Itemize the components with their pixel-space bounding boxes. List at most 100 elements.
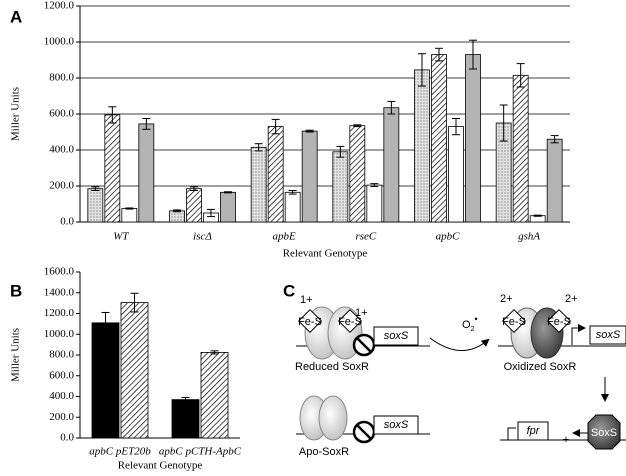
error-bar	[435, 47, 443, 62]
y-tick-label: 1000.0	[44, 328, 75, 340]
cluster-label: Fe-S	[547, 316, 571, 328]
gene-box	[517, 421, 549, 441]
gene-label: soxS	[596, 329, 621, 341]
error-bar	[108, 106, 117, 124]
error-bar	[452, 118, 460, 136]
x-axis-label: Relevant Genotype	[283, 248, 368, 260]
panel-label: A	[10, 7, 22, 26]
x-axis-label: Relevant Genotype	[118, 460, 203, 472]
y-tick-label: 800.0	[49, 349, 74, 361]
bar	[220, 191, 236, 223]
error-bar	[370, 183, 379, 188]
x-tick-label: apbE	[273, 231, 297, 243]
bar	[546, 138, 563, 223]
arrow	[429, 337, 490, 351]
y-tick-label: 400.0	[49, 390, 74, 402]
bar	[349, 125, 366, 223]
error-bar	[353, 124, 362, 128]
x-tick-label: apbC	[436, 231, 461, 243]
y-tick-label: 600.0	[49, 108, 74, 120]
diagram: C Fe-S Fe-S 1+ 1+ soxS Reduced SoxR O2• …	[283, 281, 626, 458]
error-bar	[142, 118, 151, 130]
y-tick-label: 1200.0	[44, 307, 75, 319]
y-tick-label: 400.0	[49, 144, 74, 156]
state-label: Reduced SoxR	[295, 361, 369, 373]
bar	[512, 74, 529, 223]
error-bar	[516, 63, 525, 88]
oxidant-sup: •	[474, 314, 477, 324]
gene-box	[373, 415, 419, 435]
y-tick-label: 200.0	[49, 411, 74, 423]
protein	[587, 414, 621, 450]
y-tick-label: 200.0	[49, 180, 74, 192]
charge: 2+	[500, 293, 513, 305]
error-bar	[469, 39, 477, 70]
sign: +	[563, 434, 569, 446]
y-tick-label: 1000.0	[44, 36, 75, 48]
oxidant: O2 •	[462, 314, 478, 332]
bar	[284, 191, 301, 223]
bar	[448, 126, 464, 223]
gene-box	[373, 326, 419, 346]
error-bar	[210, 350, 219, 355]
gene-label: fpr	[527, 425, 541, 437]
x-tick-label: iscΔ	[193, 231, 212, 243]
bar	[87, 188, 104, 223]
cluster	[337, 308, 363, 334]
error-bar	[130, 292, 139, 313]
protein	[318, 395, 348, 441]
state-label: Oxidized SoxR	[504, 361, 577, 373]
y-tick-label: 1400.0	[44, 286, 75, 298]
x-tick-label: rseC	[355, 231, 376, 243]
state-label: Apo-SoxR	[299, 446, 349, 458]
error-bar	[224, 191, 232, 194]
error-bar	[288, 190, 297, 195]
block-icon	[356, 337, 372, 353]
oxidant-sub: 2	[471, 326, 475, 333]
block-icon	[356, 424, 372, 440]
error-bar	[305, 129, 314, 133]
arrow	[507, 427, 516, 440]
error-bar	[91, 186, 100, 191]
x-tick-label: WT	[113, 231, 129, 243]
y-tick-label: 800.0	[49, 72, 74, 84]
error-bar	[207, 208, 215, 218]
cluster-label: Fe-S	[502, 316, 526, 328]
x-tick-label: apbC pET20b	[89, 446, 151, 458]
x-tick-label: gshA	[518, 231, 540, 243]
bar	[169, 210, 185, 223]
bar	[301, 130, 318, 223]
cluster	[546, 308, 572, 334]
charge: 2+	[565, 293, 578, 305]
bar	[383, 107, 400, 223]
bar	[138, 123, 155, 223]
gene-box	[589, 325, 626, 345]
bar	[171, 399, 200, 439]
gene-label: soxS	[384, 330, 409, 342]
y-tick-label: 600.0	[49, 369, 74, 381]
x-tick-label: apbC pCTH-ApbC	[159, 446, 242, 458]
cluster	[501, 308, 527, 334]
bar	[104, 114, 121, 223]
error-bar	[499, 104, 508, 142]
error-bar	[271, 118, 280, 135]
panel-label: C	[283, 281, 295, 300]
cluster	[297, 308, 323, 334]
panel-label: B	[10, 281, 22, 300]
bar	[366, 184, 383, 223]
charge: 1+	[300, 294, 313, 306]
bar	[465, 54, 481, 223]
error-bar	[533, 214, 542, 217]
y-tick-label: 0.0	[60, 432, 74, 444]
bar	[332, 151, 349, 223]
bar	[414, 69, 430, 223]
error-bar	[550, 135, 559, 144]
cluster-label: Fe-S	[298, 316, 322, 328]
y-tick-label: 1600.0	[44, 266, 75, 278]
y-axis-label: Miller Units	[10, 328, 22, 382]
error-bar	[336, 145, 345, 158]
bar	[91, 322, 120, 439]
error-bar	[418, 53, 426, 87]
arrow	[571, 324, 586, 345]
